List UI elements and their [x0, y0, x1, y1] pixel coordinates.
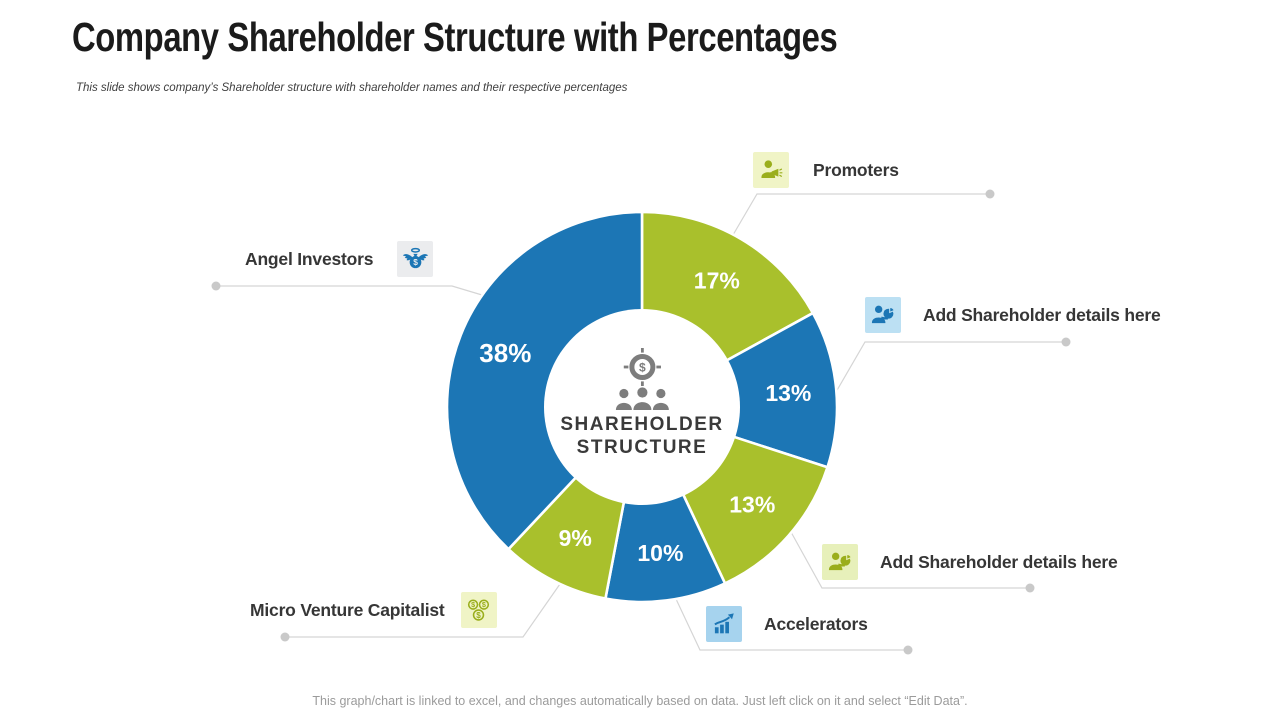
connector-angel-investors [218, 285, 483, 296]
connector-dot [1025, 583, 1035, 593]
callout-label: Add Shareholder details here [923, 304, 1161, 325]
connector-dot [1061, 337, 1071, 347]
winged-money-bag-icon: $ [397, 241, 434, 277]
page-title: Company Shareholder Structure with Perce… [72, 14, 838, 60]
donut-segment-angel-investors[interactable] [445, 210, 644, 551]
svg-text:$: $ [413, 257, 418, 267]
slide-subtitle: This slide shows company’s Shareholder s… [76, 82, 628, 94]
connector-dot [280, 632, 290, 642]
callout-add-shareholder-2[interactable]: Add Shareholder details here [822, 544, 1118, 580]
coins-icon: $ $ $ [460, 592, 497, 628]
segment-percent-label: 13% [765, 380, 811, 406]
connector-dot [211, 281, 221, 291]
person-piechart-icon [822, 544, 858, 580]
connector-dot [903, 645, 913, 655]
connector-accelerators [675, 598, 906, 651]
connector-micro-venture [287, 583, 561, 638]
segment-percent-label: 10% [637, 540, 683, 566]
callout-label: Angel Investors [245, 248, 374, 269]
donut-segments: 17% 13% 13% 10% 9% 38% [445, 210, 839, 604]
excel-link-note: This graph/chart is linked to excel, and… [312, 694, 968, 708]
connector-dots [211, 189, 1071, 655]
connector-add-shareholder-1 [835, 341, 1064, 393]
connector-add-shareholder-2 [790, 531, 1028, 589]
svg-text:$: $ [471, 600, 475, 609]
person-megaphone-icon [753, 152, 789, 188]
svg-text:$: $ [639, 360, 646, 374]
donut-center: $ SHAREHOLDER STRUCTURE [560, 348, 723, 459]
callout-label: Add Shareholder details here [880, 551, 1118, 572]
target-dollar-people-icon: $ [615, 348, 669, 410]
callout-accelerators[interactable]: Accelerators [706, 606, 868, 642]
callout-angel-investors[interactable]: Angel Investors $ [245, 241, 434, 277]
person-piechart-icon [865, 297, 901, 333]
callout-promoters[interactable]: Promoters [753, 152, 899, 188]
donut-segment-add-shareholder-details-here[interactable] [640, 311, 839, 469]
connector-promoters [732, 193, 988, 236]
segment-percent-label: 17% [694, 268, 740, 294]
segment-percent-label: 13% [729, 491, 775, 517]
segment-percent-label: 9% [559, 525, 592, 551]
svg-text:$: $ [482, 600, 486, 609]
callout-label: Promoters [813, 159, 899, 180]
callout-label: Micro Venture Capitalist [250, 599, 445, 620]
donut-center-label-line1: SHAREHOLDER [560, 414, 724, 435]
callout-micro-venture-capitalist[interactable]: Micro Venture Capitalist $ $ $ [250, 592, 497, 628]
segment-percent-label: 38% [479, 338, 531, 368]
callout-connectors [218, 193, 1064, 651]
bar-chart-arrow-icon [706, 606, 742, 642]
callout-add-shareholder-1[interactable]: Add Shareholder details here [865, 297, 1161, 333]
callout-label: Accelerators [764, 613, 868, 634]
svg-text:$: $ [476, 610, 481, 619]
connector-dot [985, 189, 995, 199]
donut-center-label-line2: STRUCTURE [576, 437, 708, 458]
